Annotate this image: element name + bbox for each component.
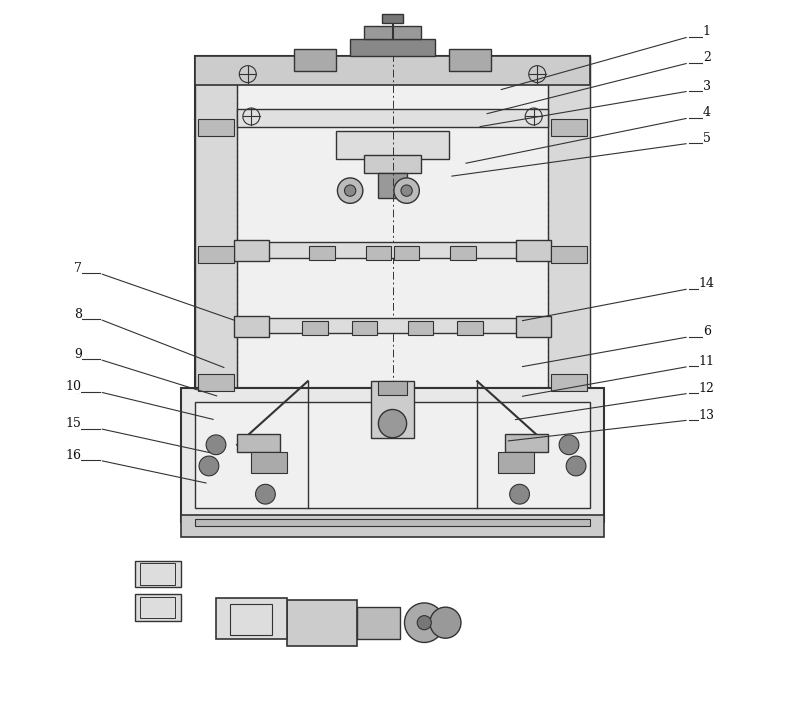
Text: 7: 7	[75, 262, 82, 275]
Bar	[140, 563, 175, 585]
Bar	[234, 316, 269, 337]
Circle shape	[256, 484, 276, 504]
Bar	[449, 49, 491, 71]
Text: 10: 10	[65, 381, 82, 393]
Bar	[551, 374, 586, 391]
Circle shape	[378, 409, 407, 438]
Text: 2: 2	[703, 52, 710, 64]
Bar	[199, 246, 234, 263]
Bar	[135, 594, 181, 621]
Text: 6: 6	[703, 325, 710, 338]
Bar	[181, 388, 604, 522]
Bar	[195, 56, 237, 388]
Bar	[498, 452, 534, 473]
Bar	[216, 598, 287, 639]
Bar	[230, 604, 272, 635]
Text: 15: 15	[65, 417, 82, 430]
Circle shape	[206, 435, 226, 455]
Bar	[195, 56, 590, 85]
Bar	[458, 321, 483, 335]
Bar	[378, 173, 407, 198]
Circle shape	[430, 607, 461, 638]
Bar	[364, 155, 421, 173]
Bar	[181, 515, 604, 537]
Text: 3: 3	[703, 80, 710, 92]
Bar	[516, 316, 551, 337]
Bar	[378, 381, 407, 395]
Bar	[352, 321, 377, 335]
Circle shape	[199, 456, 219, 476]
Circle shape	[417, 616, 431, 630]
Bar	[357, 607, 400, 639]
Circle shape	[345, 185, 356, 196]
Text: 5: 5	[703, 132, 710, 145]
Bar	[237, 318, 548, 333]
Bar	[309, 246, 334, 260]
Bar	[302, 321, 327, 335]
Circle shape	[404, 603, 444, 642]
Bar	[551, 119, 586, 136]
Bar	[140, 597, 175, 618]
Bar	[195, 402, 590, 508]
Bar	[382, 14, 403, 23]
Circle shape	[566, 456, 586, 476]
Bar	[516, 240, 551, 261]
Text: 12: 12	[699, 382, 714, 395]
Bar	[199, 119, 234, 136]
Bar	[237, 109, 548, 127]
Text: 14: 14	[699, 277, 714, 290]
Bar	[234, 240, 269, 261]
Bar	[199, 374, 234, 391]
Circle shape	[509, 484, 529, 504]
Bar	[195, 56, 590, 388]
Bar	[366, 246, 391, 260]
Bar	[294, 49, 336, 71]
Bar	[548, 56, 590, 388]
Bar	[451, 246, 476, 260]
Bar	[251, 452, 287, 473]
Bar	[135, 561, 181, 587]
Text: 13: 13	[699, 409, 714, 421]
Text: 9: 9	[75, 348, 82, 361]
Bar	[394, 246, 419, 260]
Circle shape	[401, 185, 412, 196]
Bar	[506, 434, 548, 452]
Bar	[237, 242, 548, 258]
Text: 16: 16	[65, 449, 82, 462]
Circle shape	[338, 178, 363, 203]
Bar	[237, 434, 279, 452]
Bar	[364, 26, 421, 39]
Bar	[551, 246, 586, 263]
Bar	[287, 600, 357, 646]
Text: 1: 1	[703, 25, 710, 38]
Bar	[195, 519, 590, 526]
Circle shape	[394, 178, 419, 203]
Bar	[371, 381, 414, 438]
Bar	[350, 39, 435, 56]
Bar	[336, 131, 449, 159]
Bar	[408, 321, 433, 335]
Text: 4: 4	[703, 107, 710, 119]
Text: 11: 11	[699, 355, 714, 368]
Circle shape	[559, 435, 579, 455]
Text: 8: 8	[75, 308, 82, 321]
